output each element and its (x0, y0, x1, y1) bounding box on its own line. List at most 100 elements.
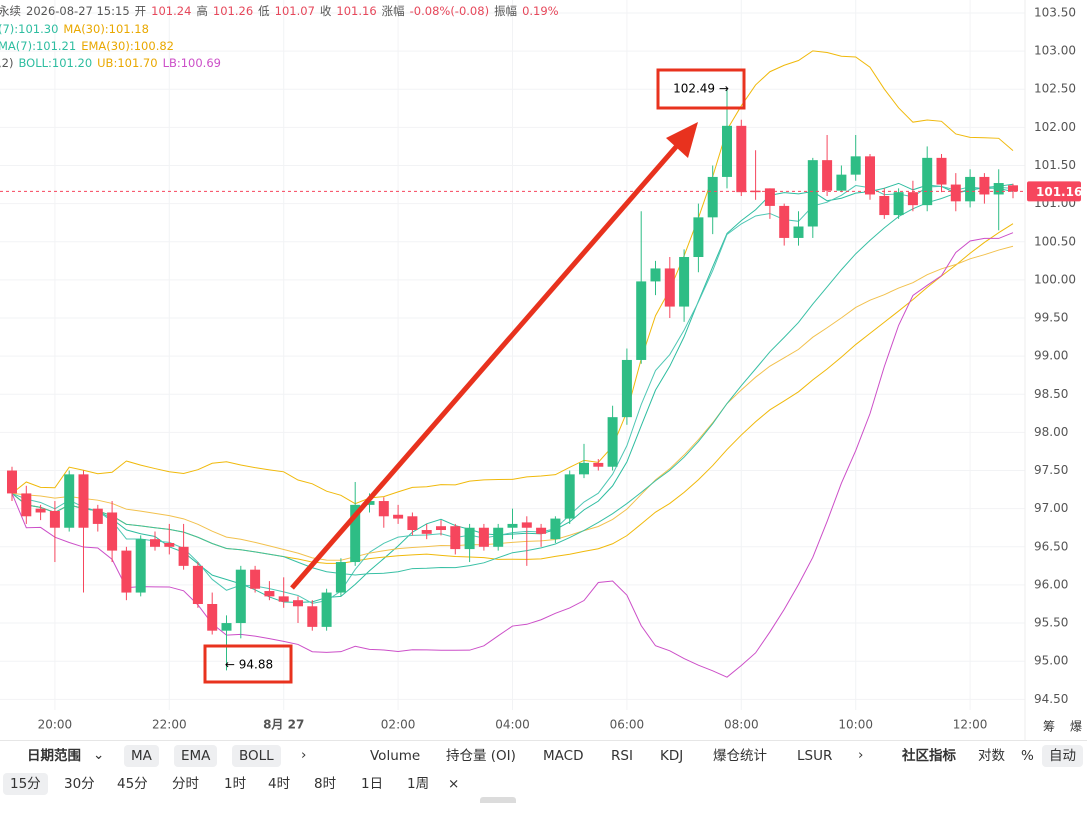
candle-body (950, 184, 961, 202)
x-tick-label: 8月 27 (263, 718, 304, 732)
chart: 94.50 95.00 95.50 96.00 96.50 97.00 97.50 98.00… (0, 0, 1082, 740)
y-tick-label: 95.50 (1034, 616, 1068, 630)
resize-handle[interactable] (480, 797, 516, 803)
y-tick-label: 100.50 (1034, 234, 1076, 248)
annotation: ← 94.88 (225, 658, 273, 672)
candle-body (865, 156, 875, 195)
candle-body (35, 508, 46, 513)
toolbar-button[interactable]: KDJ (660, 748, 684, 764)
toolbar-button[interactable]: 社区指标 (902, 748, 956, 764)
toolbar-button[interactable]: 对数 (978, 748, 1005, 764)
toolbar-button[interactable]: 爆仓统计 (713, 748, 767, 764)
toolbar-button[interactable]: 分时 (172, 776, 199, 792)
y-tick-label: 97.00 (1034, 501, 1068, 515)
y-tick-label: 102.00 (1034, 120, 1076, 134)
candle-body (407, 516, 418, 531)
chevron-icon[interactable]: › (858, 747, 864, 763)
toolbar-button[interactable]: 30分 (64, 776, 95, 792)
candle-body (250, 569, 261, 589)
x-tick-label: 22:00 (152, 718, 187, 732)
candle-body (579, 462, 589, 475)
candle-body (679, 257, 690, 307)
header-text: 101.07 (274, 4, 315, 18)
side-label: 筹 (1043, 720, 1055, 734)
toolbar-button[interactable]: 1日 (361, 776, 384, 792)
candle-body (664, 268, 675, 307)
annotation-box (203, 644, 293, 684)
toolbar-button[interactable]: % (1021, 748, 1034, 764)
candle-body (621, 359, 632, 418)
toolbar-button[interactable]: 15分 (3, 773, 48, 795)
toolbar-button[interactable]: 4时 (268, 776, 291, 792)
toolbar-button[interactable]: BOLL (232, 745, 281, 767)
y-tick-label: 101.50 (1034, 158, 1076, 172)
candle-body (335, 562, 346, 593)
header-text: 2026-08-27 15:15 (26, 4, 130, 18)
toolbar-button[interactable]: 8时 (314, 776, 337, 792)
x-tick-label: 02:00 (381, 718, 416, 732)
toolbar-button[interactable]: 自动 (1042, 745, 1083, 767)
candle-body (78, 474, 89, 528)
toolbar-button[interactable]: LSUR (797, 748, 833, 764)
candle-body (207, 603, 218, 631)
indicator-line (11, 232, 1014, 678)
header-text: -0.08%(-0.08) (409, 4, 490, 18)
candle-body (121, 550, 132, 593)
toolbar-button[interactable]: Volume (370, 748, 421, 764)
header-text: 101.26 (212, 4, 254, 18)
header-text: 开 (134, 4, 147, 18)
candle-body (993, 183, 1004, 195)
annotation: 102.49 → (673, 82, 729, 96)
chevron-icon[interactable]: ⌄ (93, 747, 105, 763)
toolbar-button[interactable]: MA (124, 745, 159, 767)
toolbar-button[interactable]: 日期范围 (27, 748, 81, 764)
header-text: 永续 (0, 4, 21, 18)
candle-body (7, 470, 17, 494)
y-tick-label: 100.00 (1034, 272, 1076, 286)
candle-body (893, 192, 904, 216)
indicator-line (11, 245, 1014, 561)
toolbar-button[interactable]: MACD (543, 748, 584, 764)
candle-body (321, 592, 332, 627)
y-tick-label: 96.50 (1034, 539, 1068, 553)
candle-body (507, 523, 518, 528)
header-text: LB:100.69 (162, 56, 221, 70)
y-tick-label: 99.00 (1034, 349, 1068, 363)
header-text: BOLL:101.20 (18, 56, 93, 70)
x-tick-label: 12:00 (953, 718, 988, 732)
candle-body (764, 188, 775, 206)
candle-body (965, 176, 976, 202)
candle-body (521, 522, 532, 528)
y-tick-label: 102.50 (1034, 82, 1076, 96)
toolbar-button[interactable]: 持仓量 (OI) (446, 748, 516, 764)
x-tick-label: 04:00 (495, 718, 530, 732)
toolbar-button[interactable]: 45分 (117, 776, 148, 792)
toolbar-button[interactable]: 1周 (407, 776, 430, 792)
candle-body (364, 501, 375, 505)
candle-body (393, 514, 404, 519)
candle-body (92, 508, 103, 524)
toolbar-button[interactable]: EMA (174, 745, 218, 767)
header-text: 101.16 (336, 4, 377, 18)
header-text: 振幅 (494, 4, 518, 18)
header-ohlc: 永续 2026-08-27 15:15 开 101.24 高 101.26 低 101.07 收… (0, 3, 564, 19)
y-tick-label: 97.50 (1034, 463, 1068, 477)
candle-body (850, 156, 861, 175)
divider (0, 740, 1087, 741)
candle-body (378, 501, 389, 517)
x-tick-label: 10:00 (838, 718, 873, 732)
candle-body (350, 504, 361, 563)
x-tick-label: 20:00 (38, 718, 73, 732)
chevron-icon[interactable]: › (301, 747, 307, 763)
toolbar-button[interactable]: × (448, 776, 460, 792)
header-ema: MA(7):101.21 EMA(30):100.82 (0, 39, 179, 53)
candle-body (607, 417, 618, 467)
toolbar-button[interactable]: 1时 (224, 776, 247, 792)
header-text: MA(30):101.18 (63, 22, 149, 36)
candle-body (922, 157, 933, 206)
header-text: 低 (258, 4, 270, 18)
last-price-label: 101.16 (1036, 185, 1082, 199)
x-tick-label: 08:00 (724, 718, 759, 732)
toolbar-button[interactable]: RSI (611, 748, 633, 764)
